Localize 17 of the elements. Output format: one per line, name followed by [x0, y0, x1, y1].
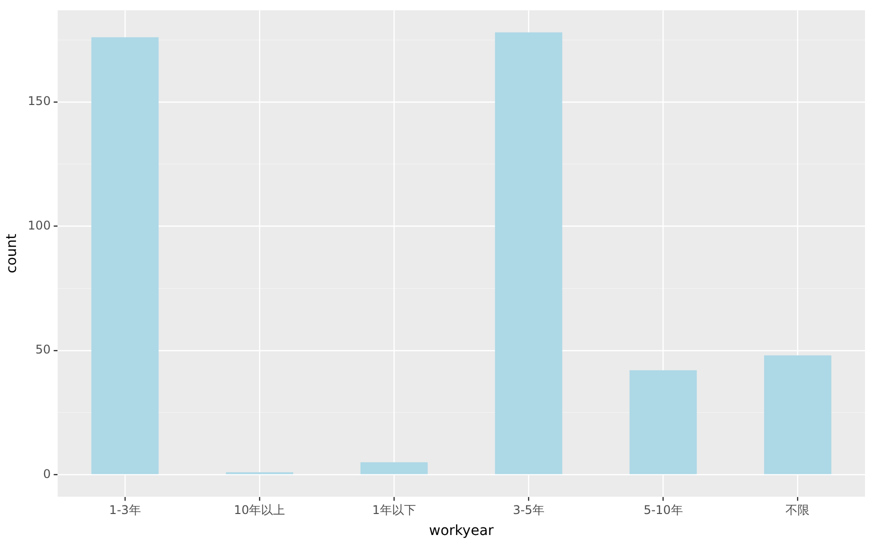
y-tick-label: 50: [35, 342, 51, 357]
x-tick-label: 1年以下: [372, 503, 416, 518]
x-axis-title: workyear: [429, 523, 494, 540]
y-tick-label: 0: [43, 466, 51, 481]
bar: [494, 32, 562, 474]
x-tick-label: 1-3年: [109, 503, 141, 518]
x-tick-label: 5-10年: [644, 503, 683, 518]
bar: [360, 462, 428, 474]
bar: [764, 355, 832, 474]
x-tick-label: 不限: [786, 503, 810, 518]
y-axis-title: count: [4, 233, 20, 274]
bar: [91, 37, 159, 474]
bar: [630, 370, 697, 474]
y-tick-label: 150: [28, 94, 51, 108]
x-tick-label: 3-5年: [512, 503, 544, 518]
x-tick-label: 10年以上: [234, 503, 286, 518]
y-tick-label: 100: [28, 218, 51, 232]
